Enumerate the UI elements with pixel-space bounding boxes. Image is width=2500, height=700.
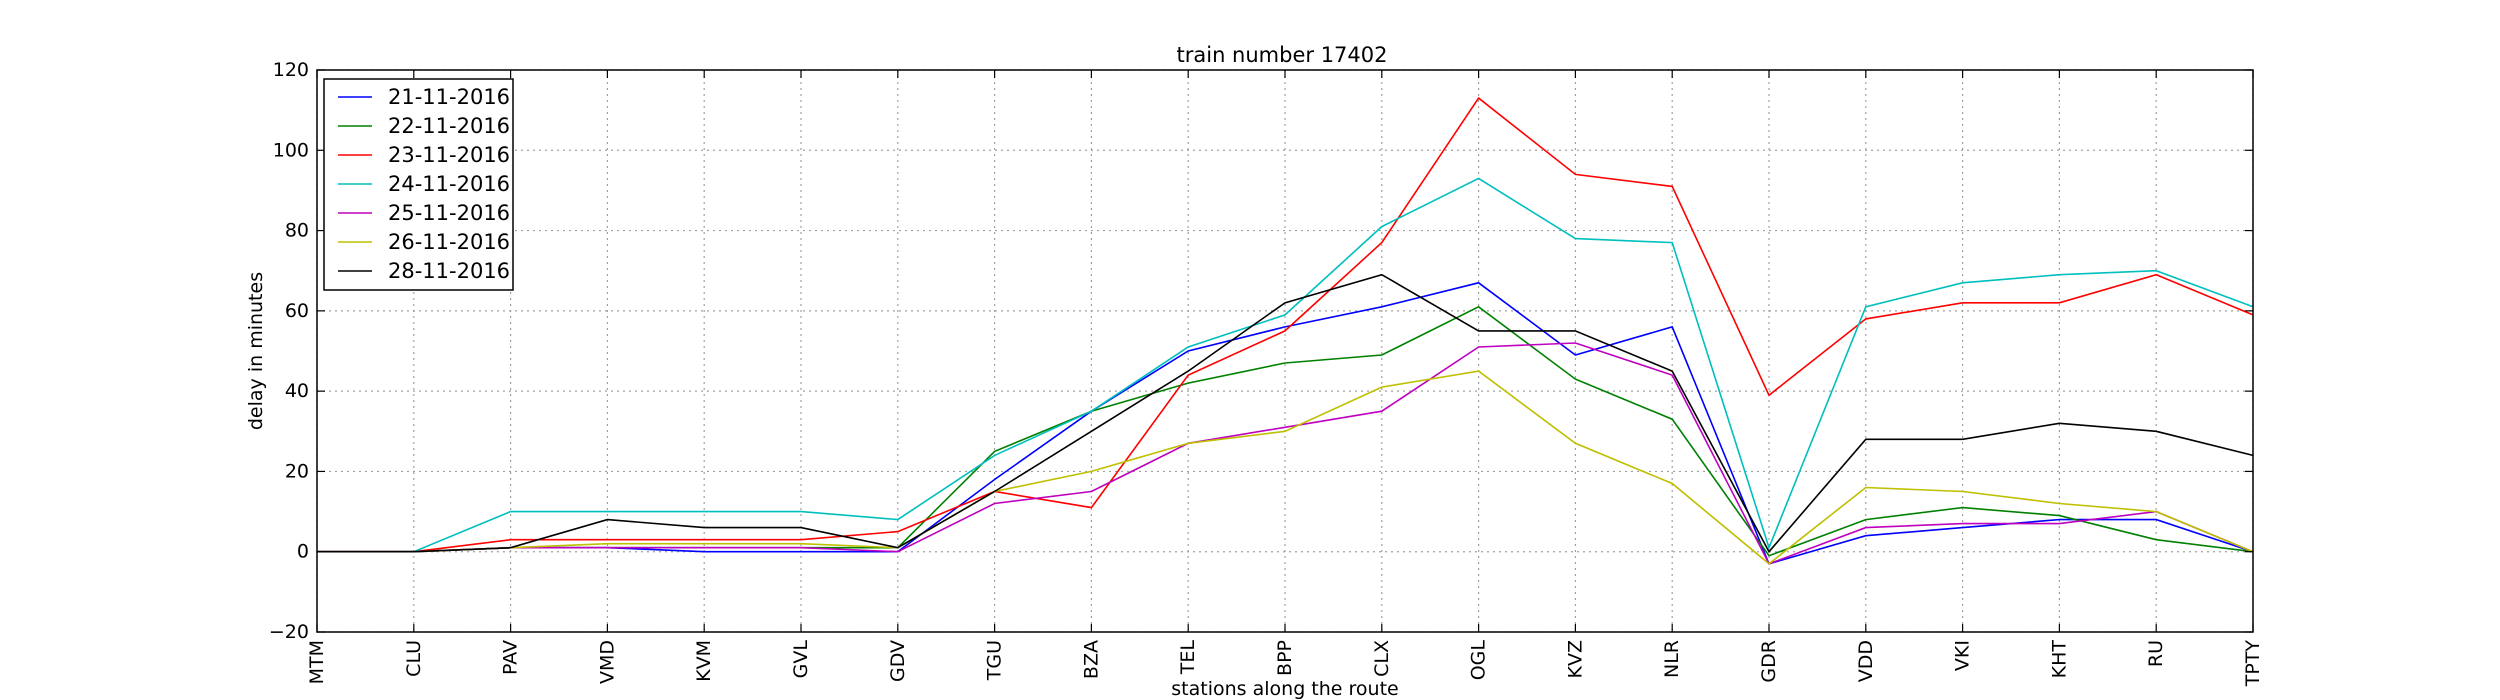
x-tick-label: GDR	[1758, 640, 1780, 683]
y-tick-label: 120	[273, 59, 309, 81]
chart-title: train number 17402	[1177, 43, 1388, 67]
x-tick-label: BPP	[1274, 640, 1296, 676]
x-tick-label: MTM	[306, 640, 328, 684]
y-axis-title: delay in minutes	[245, 272, 267, 430]
legend-label: 25-11-2016	[388, 201, 510, 225]
x-tick-label: PAV	[500, 640, 522, 675]
series-line-25-11-2016	[317, 342, 2254, 565]
x-tick-label: VDD	[1855, 640, 1877, 682]
series-line-26-11-2016	[317, 370, 2254, 565]
x-tick-label: RU	[2145, 640, 2167, 667]
y-tick-label: 100	[273, 139, 309, 161]
y-tick-label: 0	[297, 541, 309, 563]
legend-label: 28-11-2016	[388, 259, 510, 283]
legend-label: 24-11-2016	[388, 172, 510, 196]
x-tick-label: TPTY	[2242, 640, 2264, 688]
x-tick-label: CLX	[1371, 640, 1393, 677]
legend-label: 22-11-2016	[388, 114, 510, 138]
series-line-23-11-2016	[317, 96, 2254, 553]
tick-layer: −20 0 20 40 60 80 100 120 MTM CLU PAV VMD KVM GVL GDV T…	[269, 59, 2264, 687]
x-tick-label: KVM	[693, 640, 715, 682]
x-tick-label: KHT	[2048, 640, 2070, 679]
x-axis-title: stations along the route	[1171, 678, 1398, 700]
legend-label: 21-11-2016	[388, 85, 510, 109]
series-layer	[317, 96, 2254, 565]
legend-items: 21-11-2016 22-11-2016 23-11-2016 24-11-2016…	[338, 85, 510, 283]
y-tick-label: −20	[269, 621, 309, 643]
y-tick-label: 20	[285, 460, 309, 482]
y-tick-label: 80	[285, 220, 309, 242]
x-tick-label: CLU	[403, 640, 425, 677]
x-tick-label: KVZ	[1564, 640, 1586, 678]
x-tick-label: TEL	[1177, 640, 1199, 676]
x-tick-label: BZA	[1080, 640, 1102, 679]
legend: 21-11-2016 22-11-2016 23-11-2016 24-11-2016…	[323, 78, 514, 291]
series-line-21-11-2016	[317, 281, 2254, 565]
series-line-24-11-2016	[317, 177, 2254, 553]
y-tick-label: 40	[285, 380, 309, 402]
legend-label: 23-11-2016	[388, 143, 510, 167]
x-tick-label: GDV	[887, 640, 909, 682]
legend-label: 26-11-2016	[388, 230, 510, 254]
x-tick-label: VMD	[596, 640, 618, 684]
x-tick-label: TGU	[984, 640, 1006, 681]
y-tick-label: 60	[285, 300, 309, 322]
x-tick-label: VKI	[1952, 640, 1974, 671]
series-line-28-11-2016	[317, 273, 2254, 554]
x-tick-label: NLR	[1661, 640, 1683, 678]
x-tick-label: GVL	[790, 640, 812, 679]
x-tick-label: OGL	[1468, 640, 1490, 681]
